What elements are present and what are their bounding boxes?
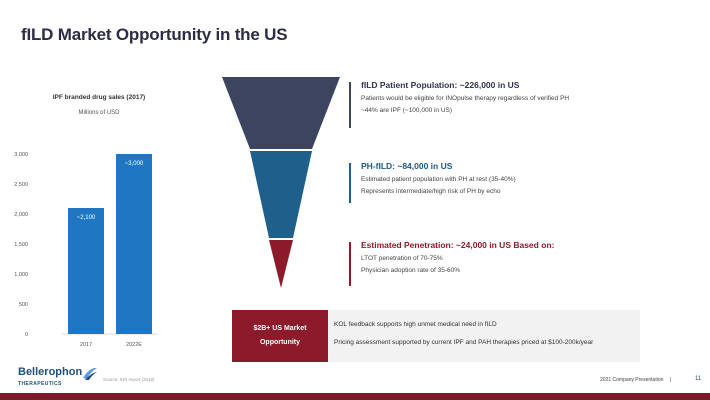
footer-accent-bar	[0, 393, 710, 400]
presentation-label: 2021 Company Presentation |	[600, 377, 671, 383]
badge-line: $2B+ US Market	[253, 325, 307, 332]
patient-population-detail: ~44% are IPF (~100,000 in US)	[361, 107, 453, 114]
funnel-graphic	[222, 77, 340, 288]
y-tick-label: 1,500	[14, 242, 28, 248]
chart-title: IPF branded drug sales (2017)	[52, 94, 146, 101]
accent-bar	[349, 163, 351, 203]
presentation-name: 2021 Company Presentation	[600, 377, 664, 383]
footer-separator: |	[669, 377, 672, 383]
accent-bar	[349, 242, 351, 286]
y-tick-label: 2,000	[14, 212, 28, 218]
patient-population-heading: fILD Patient Population: ~226,000 in US	[361, 80, 520, 90]
y-tick-label: 0	[25, 332, 28, 338]
page-title: fILD Market Opportunity in the US	[21, 25, 288, 44]
patient-population-block: fILD Patient Population: ~226,000 in US …	[349, 80, 570, 128]
ph-fild-heading: PH-fILD: ~84,000 in US	[361, 161, 453, 171]
bar-2022E	[116, 154, 152, 334]
penetration-detail: Physician adoption rate of 35-60%	[361, 267, 461, 274]
market-opportunity-badge: $2B+ US Market Opportunity	[232, 310, 328, 362]
funnel-segment-patient-population	[222, 77, 340, 149]
chart-subtitle: Millions of USD	[78, 110, 120, 116]
penetration-block: Estimated Penetration: ~24,000 in US Bas…	[349, 240, 555, 286]
company-logo-name: Bellerophon	[18, 366, 83, 378]
patient-population-detail: Patients would be eligible for INOpulse …	[361, 95, 570, 102]
badge-line: Opportunity	[259, 339, 301, 346]
source-note: Source: IHS report (2018)	[103, 377, 155, 382]
accent-bar	[349, 82, 351, 128]
x-tick-label: 2017	[80, 342, 92, 348]
y-tick-label: 3,000	[14, 152, 28, 158]
ph-fild-detail: Estimated patient population with PH at …	[361, 176, 516, 183]
y-tick-label: 500	[19, 302, 28, 308]
funnel-segment-ph-fild	[250, 151, 312, 238]
y-tick-label: 1,000	[14, 272, 28, 278]
penetration-heading: Estimated Penetration: ~24,000 in US Bas…	[361, 240, 555, 250]
bar-chart: 0 500 1,000 1,500 2,000 2,500 3,000 ~2,100 2017 ~…	[14, 152, 158, 348]
summary-line: Pricing assessment supported by current …	[334, 339, 594, 346]
bar-2017	[68, 208, 104, 334]
logo-swoosh-icon	[83, 367, 97, 380]
y-tick-label: 2,500	[14, 182, 28, 188]
ph-fild-block: PH-fILD: ~84,000 in US Estimated patient…	[349, 161, 516, 203]
x-tick-label: 2022E	[126, 342, 142, 348]
page-number: 11	[695, 376, 702, 382]
company-logo-subtitle: THERAPEUTICS	[18, 381, 62, 387]
ph-fild-detail: Represents intermediate/high risk of PH …	[361, 188, 501, 195]
data-label: ~3,000	[125, 161, 144, 167]
data-label: ~2,100	[77, 215, 96, 221]
penetration-detail: LTOT penetration of 70-75%	[361, 255, 443, 262]
summary-line: KOL feedback supports high unmet medical…	[334, 321, 497, 328]
funnel-segment-penetration	[269, 240, 293, 288]
